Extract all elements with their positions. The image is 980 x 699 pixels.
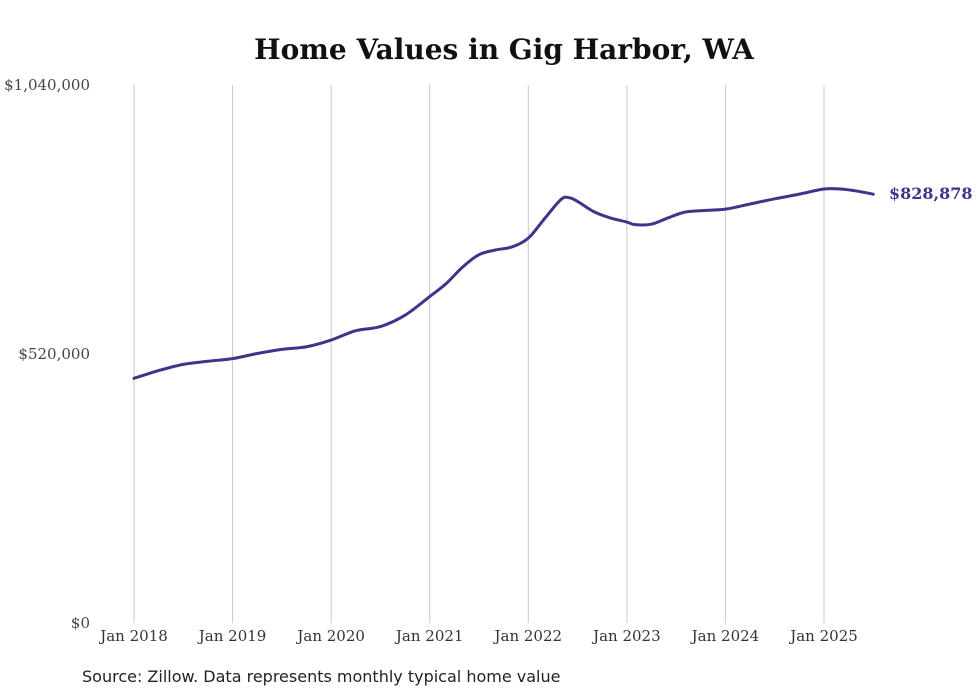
y-tick-label: $0 (71, 614, 90, 632)
series-line (132, 187, 875, 380)
x-tick-label: Jan 2024 (690, 627, 760, 645)
y-axis-ticks: $0 $520,000 $1,040,000 (4, 76, 90, 632)
x-tick-label: Jan 2018 (98, 627, 168, 645)
x-tick-label: Jan 2023 (591, 627, 661, 645)
x-tick-label: Jan 2022 (493, 627, 563, 645)
gridlines (133, 85, 825, 623)
x-tick-label: Jan 2019 (197, 627, 267, 645)
x-axis-ticks: Jan 2018 Jan 2019 Jan 2020 Jan 2021 Jan 2022… (98, 627, 858, 645)
chart-title: Home Values in Gig Harbor, WA (254, 33, 755, 66)
x-tick-label: Jan 2021 (394, 627, 464, 645)
y-tick-label: $1,040,000 (4, 76, 90, 94)
x-tick-label: Jan 2020 (295, 627, 365, 645)
source-note: Source: Zillow. Data represents monthly … (82, 667, 561, 686)
y-tick-label: $520,000 (18, 345, 90, 363)
x-tick-label: Jan 2025 (788, 627, 858, 645)
end-value-label: $828,878 (889, 184, 973, 203)
